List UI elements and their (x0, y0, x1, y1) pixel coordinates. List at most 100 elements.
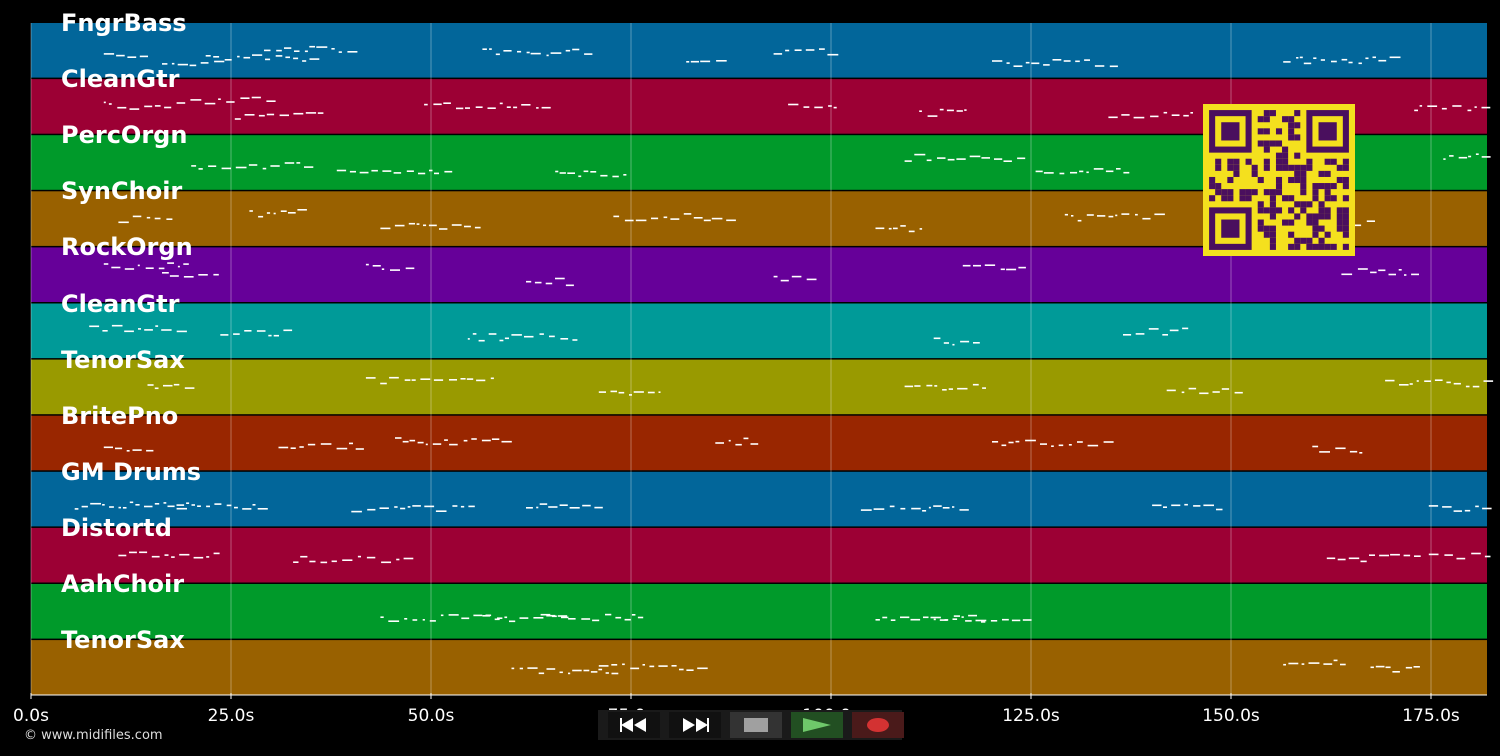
note (942, 389, 947, 391)
note (299, 446, 304, 448)
note (1163, 506, 1167, 508)
note (372, 265, 381, 267)
qr-module (1239, 189, 1246, 196)
qr-module (1324, 158, 1331, 165)
qr-module (1330, 183, 1337, 190)
qr-module (1269, 189, 1276, 196)
note (629, 394, 632, 396)
qr-module (1324, 183, 1331, 190)
note (567, 172, 575, 174)
qr-module (1306, 164, 1313, 171)
note (683, 213, 692, 215)
track-lane (31, 247, 1487, 302)
note (138, 328, 141, 330)
note (132, 449, 142, 451)
copyright-text: © www.midifiles.com (24, 728, 163, 743)
note (981, 157, 990, 159)
qr-module (1336, 176, 1343, 184)
track-label: TenorSax (61, 626, 185, 655)
note (179, 553, 190, 556)
note (371, 169, 378, 172)
fast-forward-button[interactable] (669, 712, 721, 738)
note (565, 284, 574, 287)
note (1399, 384, 1409, 386)
qr-module (1251, 189, 1258, 196)
note (166, 218, 173, 220)
note (1388, 273, 1396, 276)
note (429, 620, 436, 622)
qr-module (1306, 158, 1313, 165)
note (1299, 56, 1303, 59)
note (803, 106, 810, 108)
note (307, 443, 316, 446)
note (933, 618, 936, 621)
note (304, 166, 314, 168)
note (1379, 554, 1389, 557)
note (444, 170, 453, 173)
qr-module (1263, 128, 1270, 135)
qr-module (1215, 164, 1222, 171)
note (982, 387, 986, 389)
note (162, 272, 169, 274)
note (420, 378, 431, 380)
note (633, 391, 644, 393)
note (424, 505, 435, 508)
qr-module (1263, 225, 1270, 232)
qr-module (1330, 195, 1337, 202)
qr-module (1275, 176, 1283, 184)
note (115, 447, 123, 450)
note (243, 56, 251, 59)
note (965, 620, 972, 622)
qr-module (1336, 219, 1343, 226)
note (828, 105, 832, 107)
qr-module (1227, 189, 1234, 196)
note (948, 388, 953, 390)
note (526, 280, 532, 283)
note (555, 277, 565, 280)
note (928, 506, 931, 509)
note (434, 172, 439, 175)
note (1323, 663, 1333, 665)
note (144, 505, 153, 508)
note (1409, 383, 1413, 385)
play-button[interactable] (791, 712, 843, 738)
record-button[interactable] (852, 712, 904, 738)
note (1171, 504, 1181, 507)
note (1135, 333, 1145, 335)
qr-module (1251, 164, 1258, 171)
qr-module (1263, 158, 1270, 165)
rewind-button[interactable] (608, 712, 660, 738)
note (521, 104, 531, 106)
note (183, 276, 194, 278)
note (293, 57, 299, 60)
note (1008, 441, 1014, 444)
note (1428, 553, 1439, 556)
note (911, 507, 921, 510)
note (144, 329, 153, 331)
qr-module (1324, 231, 1331, 238)
note (412, 505, 421, 507)
note (408, 222, 415, 225)
note (402, 440, 409, 443)
stop-button[interactable] (730, 712, 782, 738)
qr-module (1269, 195, 1276, 202)
note (452, 505, 458, 507)
note (914, 153, 926, 156)
track-label: GM Drums (61, 457, 202, 486)
qr-module (1263, 110, 1270, 117)
qr-finder-core (1221, 219, 1240, 238)
note (583, 669, 590, 672)
note (919, 110, 922, 112)
qr-module (1294, 152, 1301, 159)
note (406, 170, 414, 172)
note (388, 620, 400, 622)
note (873, 508, 885, 510)
transport-bar (598, 710, 904, 740)
note (647, 391, 655, 394)
note (309, 45, 315, 48)
note (1190, 112, 1193, 114)
axis-tick-label: 150.0s (1202, 706, 1260, 726)
note (904, 385, 914, 388)
note (309, 560, 316, 563)
note (417, 441, 424, 444)
